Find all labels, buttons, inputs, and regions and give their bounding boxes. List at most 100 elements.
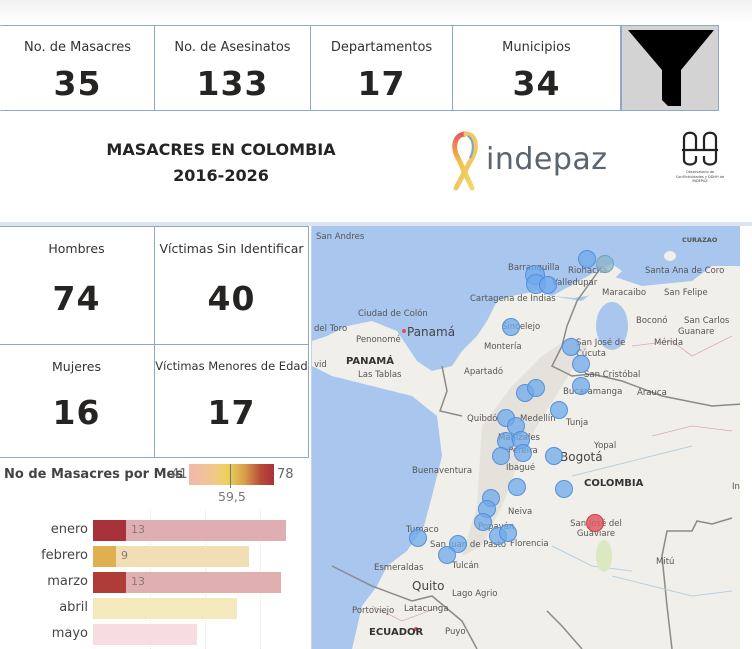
map-label: Latacunga — [404, 604, 449, 614]
map-marker[interactable] — [596, 255, 614, 273]
map-label: San Juan de Pasto — [430, 540, 507, 550]
map-label: Ibagué — [506, 463, 536, 473]
victims-grid: Hombres 74 Víctimas Sin Identificar 40 M… — [0, 226, 309, 458]
indepaz-logo: indepaz — [446, 130, 608, 192]
map-marker[interactable] — [562, 338, 580, 356]
kpi-value: 17 — [357, 64, 406, 103]
bar-value — [93, 520, 126, 541]
map-marker[interactable] — [502, 318, 520, 336]
victims-hombres-card[interactable]: Hombres 74 — [0, 226, 155, 345]
kpi-departamentos[interactable]: Departamentos 17 — [311, 25, 453, 111]
map-marker[interactable] — [438, 546, 456, 564]
victims-mujeres-card[interactable]: Mujeres 16 — [0, 344, 155, 458]
map-marker[interactable] — [572, 355, 590, 373]
kpi-label: Departamentos — [330, 40, 433, 55]
map-visual[interactable]: San Andres CURAZAO Barranquilla Riohacha… — [311, 226, 740, 649]
bar-row-mayo[interactable]: mayo — [0, 624, 300, 645]
map-label: Neiva — [508, 507, 533, 517]
victims-sin-identificar-card[interactable]: Víctimas Sin Identificar 40 — [154, 226, 309, 345]
map-label: Inír — [732, 482, 740, 492]
map-marker[interactable] — [578, 250, 596, 268]
map-label: San Carlos — [684, 316, 730, 326]
bar-total: 13 — [93, 572, 281, 593]
map-label: Buenaventura — [412, 466, 473, 476]
map-label: Mitú — [656, 557, 675, 567]
map-marker[interactable] — [499, 524, 517, 542]
victims-menores-card[interactable]: Víctimas Menores de Edad 17 — [154, 344, 309, 458]
bar-label: enero — [50, 522, 88, 537]
indepaz-wordmark: indepaz — [486, 142, 608, 177]
map-label: Mérida — [654, 338, 684, 348]
bar-data-label: 13 — [131, 575, 145, 588]
bar-label: mayo — [51, 626, 88, 641]
victims-value: 17 — [207, 393, 256, 432]
ribbon-icon — [452, 131, 478, 191]
kpi-label: No. de Masacres — [24, 40, 131, 55]
bar-label: marzo — [47, 574, 88, 589]
map-label: Santa Ana de Coro — [645, 266, 725, 276]
map-marker[interactable] — [572, 377, 590, 395]
legend-gradient — [189, 464, 274, 485]
map-label: Apartadó — [464, 367, 504, 377]
kpi-masacres[interactable]: No. de Masacres 35 — [0, 25, 155, 111]
kpi-value: 133 — [196, 64, 269, 103]
map-label: Ciudad de Colón — [358, 309, 428, 319]
map-label: CURAZAO — [682, 236, 718, 244]
map-label: Montería — [484, 342, 522, 352]
bar-row-marzo[interactable]: marzo 13 — [0, 572, 300, 593]
map-marker[interactable] — [409, 529, 427, 547]
map-marker[interactable] — [514, 444, 532, 462]
legend-mid-tick — [230, 464, 231, 488]
map-marker[interactable] — [555, 480, 573, 498]
map-label: Boconó — [636, 316, 668, 326]
map-label: Sincelejo — [502, 322, 541, 332]
legend-mid: 59,5 — [218, 489, 246, 504]
map-label: Tunja — [566, 418, 589, 428]
victims-label: Víctimas Menores de Edad — [155, 359, 308, 373]
map-marker[interactable] — [492, 447, 510, 465]
map-label: Cartagena de Indias — [470, 294, 556, 304]
bar-row-febrero[interactable]: febrero 9 — [0, 546, 300, 567]
victims-label: Mujeres — [52, 359, 101, 374]
map-label: Guanare — [678, 327, 715, 337]
map-label: Las Tablas — [358, 370, 402, 380]
map-label: vid — [314, 360, 327, 370]
top-shade — [0, 0, 752, 24]
map-marker[interactable] — [474, 513, 492, 531]
chart-title: No de Masacres por Mes — [4, 467, 184, 482]
map-marker-highlight[interactable] — [586, 514, 604, 532]
bar-label: abril — [59, 600, 88, 615]
map-label: Florencia — [510, 539, 549, 549]
kpi-row: No. de Masacres 35 No. de Asesinatos 133… — [0, 25, 719, 111]
map-marker[interactable] — [550, 401, 568, 419]
funnel-filter-icon — [628, 30, 714, 106]
bar-total: 9 — [93, 546, 249, 567]
map-marker[interactable] — [508, 478, 526, 496]
map-marker[interactable] — [527, 379, 545, 397]
kpi-value: 35 — [53, 64, 102, 103]
right-margin — [740, 226, 752, 649]
bar-row-abril[interactable]: abril — [0, 598, 300, 619]
map-label: Arauca — [637, 388, 667, 398]
filter-button[interactable] — [621, 25, 719, 111]
bar-row-enero[interactable]: enero 13 — [0, 520, 300, 541]
map-label: Penonomé — [356, 335, 401, 345]
kpi-label: Municipios — [502, 40, 571, 55]
victims-label: Víctimas Sin Identificar — [159, 241, 304, 256]
bar-total: 13 — [93, 520, 286, 541]
map-marker[interactable] — [539, 276, 557, 294]
map-label: Portoviejo — [352, 606, 395, 616]
kpi-asesinatos[interactable]: No. de Asesinatos 133 — [155, 25, 311, 111]
map-label: San Cristóbal — [584, 370, 641, 380]
observatorio-text: Observatorio de Conflictividades y DDHH … — [675, 170, 725, 183]
bar-label: febrero — [41, 548, 88, 563]
map-label: San José de Cúcuta — [576, 338, 626, 359]
bar-value — [93, 572, 126, 593]
bar-data-label: 13 — [131, 523, 145, 536]
legend-min: 41 — [171, 467, 188, 482]
map-label: Yopal — [594, 441, 617, 451]
map-label: Quibdó — [467, 414, 498, 424]
map-marker[interactable] — [545, 447, 563, 465]
map-label: Valledupar — [552, 278, 598, 288]
kpi-municipios[interactable]: Municipios 34 — [453, 25, 621, 111]
